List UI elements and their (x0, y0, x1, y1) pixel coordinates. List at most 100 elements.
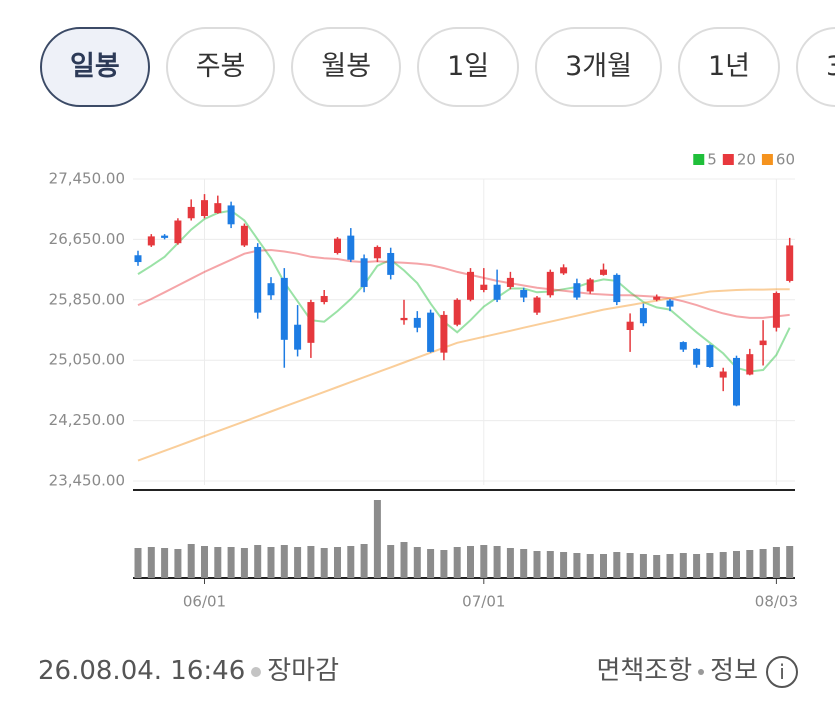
volume-bar (666, 554, 674, 578)
volume-bar (187, 544, 195, 578)
chart: 23,450.00 24,250.00 25,050.00 25,850.00 26,6… (49, 151, 798, 611)
volume-bar (240, 548, 248, 578)
candle-body (733, 357, 740, 406)
candle-body (307, 302, 315, 343)
period-tab[interactable]: 주봉 (165, 27, 276, 107)
period-tab[interactable]: 1년 (677, 27, 780, 107)
moving-average-line (137, 209, 791, 373)
info-icon[interactable]: i (766, 655, 798, 688)
volume-bar (307, 546, 315, 578)
volume-bar (600, 554, 607, 578)
candle-body (240, 225, 248, 246)
x-tick-label: 06/01 (183, 593, 226, 611)
volume-bar (506, 548, 514, 578)
candle-body (586, 279, 594, 292)
candle-body (719, 371, 727, 378)
period-tab[interactable]: 1일 (417, 27, 520, 107)
candle-body (639, 308, 647, 324)
candle-body (360, 258, 368, 287)
candle-body (440, 314, 448, 353)
volume-bar (613, 552, 621, 578)
x-tick-label: 08/03 (755, 593, 798, 611)
candle-body (626, 321, 634, 330)
volume-bar (746, 550, 754, 578)
candle-body (600, 269, 607, 275)
candle-body (772, 293, 780, 328)
period-tab[interactable]: 3년 (795, 27, 835, 107)
moving-average-line (137, 248, 790, 319)
footer: 26.08.04. 16:46 장마감 면책조항 정보 i (38, 646, 798, 690)
candle-body (493, 284, 501, 300)
volume-bar (254, 545, 262, 578)
period-tab[interactable]: 일봉 (40, 27, 150, 107)
volume-bar (759, 549, 767, 578)
candle-body (134, 255, 142, 263)
legend-swatch (693, 154, 705, 165)
period-tab[interactable]: 3개월 (535, 27, 662, 107)
volume-bar (679, 553, 687, 578)
candle-body (453, 299, 461, 325)
candle-body (666, 300, 674, 307)
legend-swatch (722, 154, 734, 165)
volume-bar (227, 547, 235, 578)
candle-body (373, 246, 381, 259)
legend-label: 20 (737, 151, 756, 169)
candle-body (334, 238, 341, 253)
info-link[interactable]: 정보 (710, 656, 758, 686)
y-tick-label: 23,450.00 (49, 472, 125, 490)
moving-average-line (137, 288, 790, 462)
separator-dot (698, 668, 705, 675)
candle-body (573, 283, 581, 298)
volume-bar (772, 547, 780, 578)
candle-body (467, 271, 474, 300)
candle-body (693, 348, 701, 365)
candle-body (214, 203, 222, 213)
candle-body (254, 246, 262, 313)
volume-bar (294, 547, 302, 578)
volume-bar (453, 547, 461, 578)
volume-bar (493, 546, 501, 578)
volume-bar (586, 554, 594, 578)
separator-dot (251, 666, 262, 677)
volume-bar (174, 549, 182, 578)
links: 면책조항 정보 i (596, 650, 798, 688)
x-tick-label: 07/01 (462, 593, 505, 611)
market-status: 장마감 (267, 656, 340, 686)
volume-bar (334, 547, 341, 578)
candle-body (520, 289, 528, 298)
volume-bar (440, 550, 448, 578)
disclaimer-link[interactable]: 면책조항 (596, 656, 693, 686)
candle-body (387, 252, 395, 275)
candle-body (201, 200, 208, 216)
legend-label: 5 (707, 151, 717, 169)
volume-bar (360, 544, 368, 578)
candle-body (280, 277, 288, 340)
candle-body (706, 345, 714, 367)
volume-bar (573, 553, 581, 578)
period-tab[interactable]: 월봉 (291, 27, 402, 107)
volume-bar (280, 545, 288, 578)
volume-bar (546, 551, 554, 578)
candle-body (267, 283, 275, 296)
candle-body (613, 274, 621, 303)
volume-bar (719, 552, 727, 578)
candle-body (294, 324, 302, 350)
candle-body (347, 235, 355, 260)
volume-bar (134, 548, 142, 578)
volume-bar (733, 551, 740, 578)
volume-bar (413, 547, 421, 578)
volume-bar (347, 546, 355, 578)
volume-bar (201, 546, 208, 578)
candle-body (759, 340, 767, 346)
candle-body (187, 206, 195, 219)
candle-body (413, 317, 421, 328)
legend-swatch (761, 154, 773, 165)
volume-bar (560, 552, 568, 578)
volume-bar (639, 554, 647, 578)
volume-bar (533, 551, 541, 578)
candle-body (533, 297, 541, 313)
candle-body (174, 220, 182, 244)
volume-bar (653, 555, 661, 578)
volume-bar (400, 542, 408, 578)
